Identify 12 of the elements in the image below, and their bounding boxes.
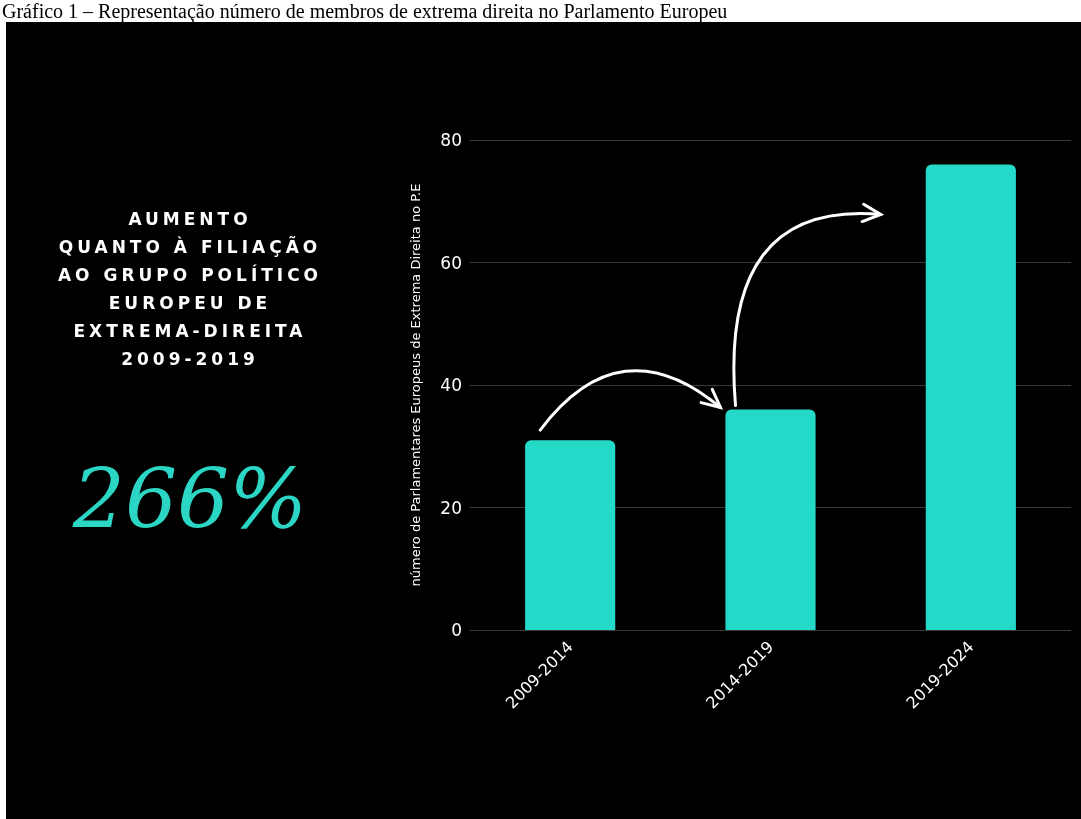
- text: 266%: [71, 451, 309, 549]
- bar: [725, 409, 816, 630]
- chart-title: Gráfico 1 – Representação número de membros de extrema direita no Parlamento Europeu: [1, 0, 729, 22]
- y-axis-title: número de Parlamentares Europeus de Extrema Direita no P.E: [408, 183, 423, 587]
- y-tick-label: 20: [440, 497, 462, 518]
- text: AUMENTO QUANTO À FILIAÇÃO AO GRUPO POLÍTICO EUROPEU DE EXTREMA-DIREITA 2009-2019: [56, 208, 324, 371]
- y-tick-label: 0: [451, 620, 462, 640]
- bar: [925, 164, 1016, 630]
- bar: [525, 440, 616, 630]
- y-tick-label: 80: [440, 130, 462, 150]
- y-tick-label: 40: [440, 375, 462, 395]
- y-tick-label: 60: [440, 252, 462, 273]
